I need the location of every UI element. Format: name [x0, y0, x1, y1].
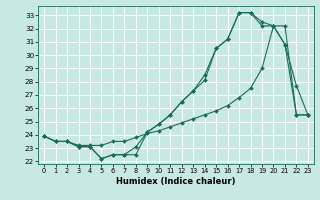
- X-axis label: Humidex (Indice chaleur): Humidex (Indice chaleur): [116, 177, 236, 186]
